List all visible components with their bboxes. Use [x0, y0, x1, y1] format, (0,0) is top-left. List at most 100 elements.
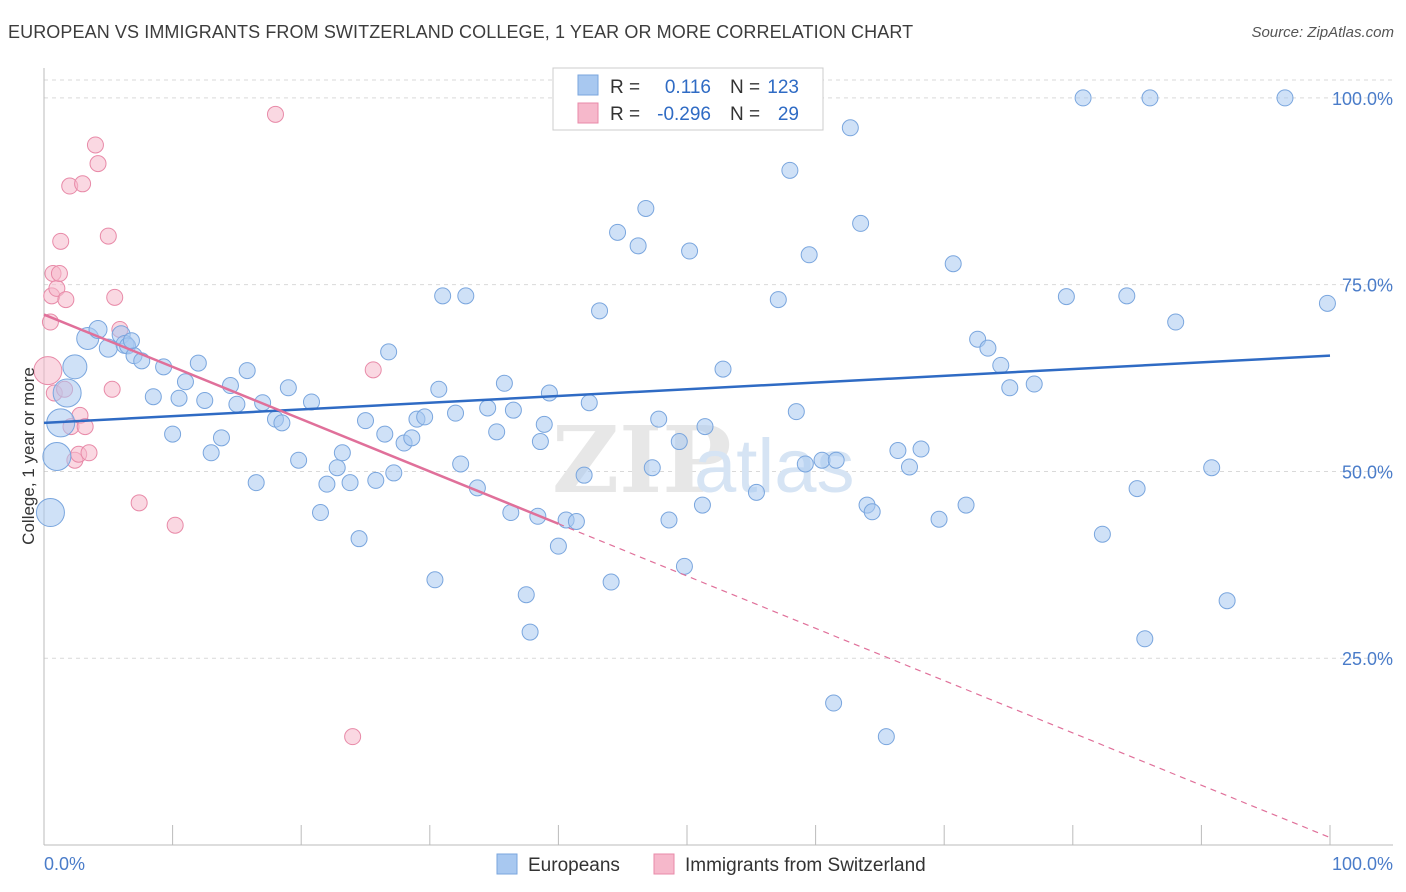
europeans-point [357, 412, 374, 430]
europeans-point [279, 379, 297, 397]
y-tick-label: 75.0% [1342, 276, 1393, 296]
immigrants-point [166, 516, 184, 534]
europeans-point [452, 455, 470, 473]
europeans-point [781, 161, 799, 179]
x-tick-labels: 0.0% 100.0% [44, 854, 1393, 874]
europeans-point [930, 510, 948, 528]
immigrants-point [364, 361, 382, 379]
europeans-point [1025, 375, 1043, 393]
europeans-point [1141, 89, 1159, 107]
europeans-point [769, 291, 787, 309]
immigrants-point [74, 175, 92, 193]
europeans-point [122, 332, 140, 350]
stats-blue-n-label: N = [730, 77, 760, 98]
europeans-point [62, 354, 88, 380]
immigrants-point [99, 227, 117, 245]
y-tick-label: 25.0% [1342, 649, 1393, 669]
europeans-point [311, 504, 329, 522]
europeans-point [426, 571, 444, 589]
immigrants-point [57, 291, 75, 309]
europeans-point [602, 573, 620, 591]
immigrants-trend-line [43, 313, 559, 525]
europeans-point [189, 354, 207, 372]
europeans-point [434, 287, 452, 305]
europeans-point [328, 459, 346, 477]
europeans-point [852, 214, 870, 232]
europeans-point [877, 728, 895, 746]
immigrants-point [86, 136, 104, 154]
stats-pink-n-value: 29 [778, 104, 799, 125]
stats-blue-r-label: R = [610, 77, 640, 98]
watermark-atlas: atlas [694, 424, 855, 509]
europeans-point [228, 395, 246, 413]
europeans-point [1276, 89, 1294, 107]
europeans-point [376, 425, 394, 443]
legend: Europeans Immigrants from Switzerland [496, 853, 926, 876]
europeans-point [170, 389, 188, 407]
immigrants-point [33, 356, 63, 386]
europeans-point [787, 403, 805, 421]
europeans-point [488, 423, 506, 441]
data-points [33, 89, 1336, 746]
europeans-point [35, 498, 65, 528]
immigrants-point [344, 728, 362, 746]
europeans-point [714, 360, 732, 378]
europeans-point [609, 223, 627, 241]
europeans-point [290, 451, 308, 469]
europeans-point [693, 496, 711, 514]
europeans-point [992, 356, 1010, 374]
europeans-point [660, 511, 678, 529]
europeans-point [42, 442, 72, 471]
europeans-point [575, 466, 593, 484]
europeans-point [1203, 459, 1221, 477]
europeans-point [318, 475, 336, 493]
europeans-point [675, 557, 693, 575]
europeans-point [827, 451, 845, 469]
immigrants-point [103, 380, 121, 398]
europeans-point [813, 451, 831, 469]
europeans-point [591, 302, 609, 320]
europeans-point [457, 287, 475, 305]
stats-blue-r-value: 0.116 [665, 77, 711, 98]
europeans-point [1118, 287, 1136, 305]
europeans-point [912, 440, 930, 458]
legend-label-immigrants: Immigrants from Switzerland [685, 855, 926, 876]
europeans-point [479, 399, 497, 417]
stats-pink-swatch [577, 102, 599, 124]
europeans-point [430, 380, 448, 398]
x-tick-label-right: 100.0% [1332, 854, 1393, 874]
europeans-point [796, 455, 814, 473]
europeans-point [825, 694, 843, 712]
europeans-point [447, 404, 465, 422]
immigrants-point [89, 155, 107, 173]
europeans-point [841, 119, 859, 137]
europeans-point [567, 512, 585, 530]
europeans-point [696, 418, 714, 436]
europeans-point [1218, 592, 1236, 610]
europeans-point [900, 458, 918, 476]
europeans-point [863, 503, 881, 521]
europeans-point [670, 433, 688, 451]
europeans-point [681, 242, 699, 260]
trend-lines [43, 313, 1331, 839]
stats-pink-r-value: -0.296 [657, 104, 711, 125]
y-tick-label: 100.0% [1332, 89, 1393, 109]
europeans-point [747, 483, 765, 501]
immigrants-point [50, 264, 68, 282]
europeans-point [144, 388, 162, 406]
stats-blue-n-value: 123 [767, 77, 799, 98]
europeans-point [540, 384, 558, 402]
immigrants-trend-extension [558, 523, 1331, 839]
europeans-point [247, 474, 265, 492]
europeans-point [495, 374, 513, 392]
immigrants-point [80, 444, 98, 462]
europeans-point [944, 255, 962, 273]
europeans-trend-line [43, 354, 1331, 425]
legend-swatch-immigrants [653, 853, 675, 875]
europeans-point [1318, 294, 1336, 312]
europeans-point [1057, 288, 1075, 306]
europeans-point [650, 410, 668, 428]
legend-swatch-europeans [496, 853, 518, 875]
immigrants-point [266, 105, 284, 123]
